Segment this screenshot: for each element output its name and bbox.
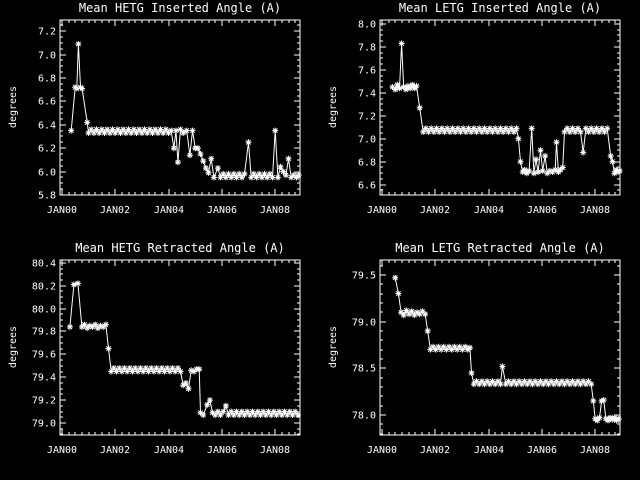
hetg-retracted-plot: JAN00 JAN02 JAN04 JAN06 JAN08 79.0 79.2 79.4 79.… bbox=[32, 259, 301, 456]
panel-letg-retracted: JAN00 JAN02 JAN04 JAN06 JAN08 78.0 78.5 79.0 79.… bbox=[320, 240, 640, 480]
x-tick-label: JAN08 bbox=[580, 205, 610, 216]
y-axis-label: degrees bbox=[328, 85, 339, 129]
asterisk-markers bbox=[389, 40, 623, 177]
chart-title: Mean HETG Retracted Angle (A) bbox=[75, 241, 285, 255]
y-tick-label: 79.4 bbox=[32, 373, 56, 384]
y-tick-label: 80.2 bbox=[32, 282, 56, 293]
axes-and-ticks bbox=[379, 19, 621, 196]
y-axis-label: degrees bbox=[8, 325, 19, 369]
x-tick-label: JAN00 bbox=[367, 445, 397, 456]
x-tick-label: JAN00 bbox=[47, 445, 77, 456]
panel-hetg-inserted: JAN00 JAN02 JAN04 JAN06 JAN08 5.8 6.0 6.2 6.4 6.6… bbox=[0, 0, 320, 240]
x-tick-label: JAN08 bbox=[260, 445, 290, 456]
hetg-inserted-plot: JAN00 JAN02 JAN04 JAN06 JAN08 5.8 6.0 6.2 6.4 6.6… bbox=[38, 19, 302, 216]
y-tick-label: 6.2 bbox=[38, 144, 56, 155]
x-tick-label: JAN08 bbox=[580, 445, 610, 456]
y-tick-label: 7.6 bbox=[358, 66, 376, 77]
y-tick-label: 79.0 bbox=[352, 318, 376, 329]
y-tick-label: 7.0 bbox=[38, 51, 56, 62]
y-tick-label: 7.2 bbox=[38, 27, 56, 38]
axes-and-ticks bbox=[379, 259, 621, 436]
x-tick-label: JAN06 bbox=[527, 205, 557, 216]
y-tick-label: 6.6 bbox=[38, 97, 56, 108]
y-tick-label: 8.0 bbox=[358, 20, 376, 31]
asterisk-markers bbox=[392, 274, 622, 424]
y-tick-label: 6.6 bbox=[358, 181, 376, 192]
y-tick-label: 7.8 bbox=[358, 43, 376, 54]
x-tick-label: JAN06 bbox=[527, 445, 557, 456]
letg-inserted-plot: JAN00 JAN02 JAN04 JAN06 JAN08 6.6 6.8 7.0 7.2 7.4… bbox=[358, 19, 623, 216]
y-tick-label: 7.2 bbox=[358, 112, 376, 123]
x-tick-label: JAN04 bbox=[154, 205, 184, 216]
panel-hetg-retracted: JAN00 JAN02 JAN04 JAN06 JAN08 79.0 79.2 79.4 79.… bbox=[0, 240, 320, 480]
panel-letg-inserted: JAN00 JAN02 JAN04 JAN06 JAN08 6.6 6.8 7.0 7.2 7.4… bbox=[320, 0, 640, 240]
x-tick-label: JAN02 bbox=[100, 205, 130, 216]
chart-title: Mean LETG Inserted Angle (A) bbox=[398, 1, 602, 15]
x-tick-label: JAN06 bbox=[207, 445, 237, 456]
x-tick-label: JAN06 bbox=[207, 205, 237, 216]
y-tick-label: 79.2 bbox=[32, 396, 56, 407]
asterisk-markers bbox=[68, 41, 302, 181]
x-tick-label: JAN08 bbox=[260, 205, 290, 216]
y-tick-label: 7.0 bbox=[358, 135, 376, 146]
axes-and-ticks bbox=[59, 19, 301, 196]
y-tick-label: 7.4 bbox=[358, 89, 376, 100]
y-tick-label: 79.5 bbox=[352, 271, 376, 282]
data-line bbox=[69, 282, 299, 417]
data-line bbox=[70, 43, 300, 180]
y-tick-label: 79.0 bbox=[32, 419, 56, 430]
y-tick-label: 79.6 bbox=[32, 350, 56, 361]
letg-retracted-plot: JAN00 JAN02 JAN04 JAN06 JAN08 78.0 78.5 79.0 79.… bbox=[352, 259, 622, 456]
y-axis-label: degrees bbox=[328, 325, 339, 369]
y-tick-label: 6.0 bbox=[38, 168, 56, 179]
y-tick-label: 79.8 bbox=[32, 327, 56, 338]
y-tick-label: 6.4 bbox=[38, 121, 56, 132]
chart-title: Mean HETG Inserted Angle (A) bbox=[78, 1, 282, 15]
y-tick-label: 5.8 bbox=[38, 191, 56, 202]
chart-title: Mean LETG Retracted Angle (A) bbox=[395, 241, 605, 255]
y-tick-label: 6.8 bbox=[38, 74, 56, 85]
x-tick-label: JAN02 bbox=[420, 445, 450, 456]
x-tick-label: JAN04 bbox=[154, 445, 184, 456]
y-tick-label: 78.0 bbox=[352, 411, 376, 422]
x-tick-label: JAN00 bbox=[367, 205, 397, 216]
y-tick-label: 80.0 bbox=[32, 305, 56, 316]
asterisk-markers bbox=[66, 280, 301, 418]
x-tick-label: JAN00 bbox=[47, 205, 77, 216]
x-tick-label: JAN04 bbox=[474, 205, 504, 216]
y-axis-label: degrees bbox=[8, 85, 19, 129]
x-tick-label: JAN02 bbox=[100, 445, 130, 456]
x-tick-label: JAN02 bbox=[420, 205, 450, 216]
y-tick-label: 80.4 bbox=[32, 259, 56, 270]
axes-and-ticks bbox=[59, 259, 301, 436]
data-line bbox=[392, 43, 620, 175]
x-tick-label: JAN04 bbox=[474, 445, 504, 456]
y-tick-label: 6.8 bbox=[358, 158, 376, 169]
y-tick-label: 78.5 bbox=[352, 364, 376, 375]
